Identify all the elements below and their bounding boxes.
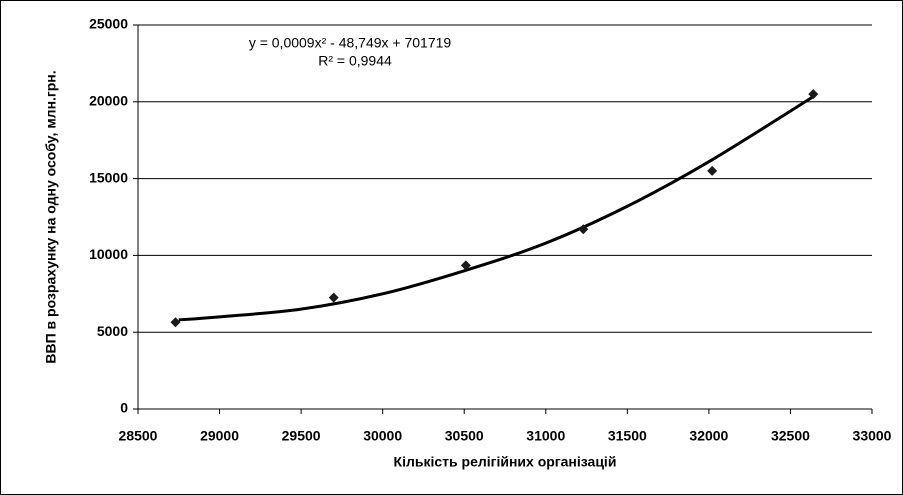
y-tick-label: 10000: [89, 246, 128, 262]
y-tick-label: 0: [120, 400, 128, 416]
point: [328, 292, 339, 303]
x-tick-label: 29500: [282, 428, 321, 444]
x-tick-label: 29000: [200, 428, 239, 444]
trendline: [178, 94, 816, 322]
y-tick-label: 5000: [97, 323, 128, 339]
x-tick-label: 28500: [119, 428, 158, 444]
x-tick-label: 32500: [771, 428, 810, 444]
x-tick-label: 31500: [608, 428, 647, 444]
equation: y = 0,0009x² - 48,749x + 701719: [249, 35, 452, 51]
r-squared: R² = 0,9944: [318, 53, 392, 69]
point: [707, 165, 718, 176]
y-tick-label: 15000: [89, 169, 128, 185]
point: [578, 224, 589, 235]
point: [808, 89, 819, 100]
y-axis-label: ВВП в розрахунку на одну особу, млн.грн.: [43, 70, 59, 363]
x-tick-label: 30500: [445, 428, 484, 444]
y-tick-label: 25000: [89, 16, 128, 32]
x-axis-label: Кількість релігійних організацій: [394, 454, 617, 470]
x-tick-label: 30000: [363, 428, 402, 444]
x-tick-label: 33000: [853, 428, 892, 444]
x-tick-label: 32000: [689, 428, 728, 444]
point: [460, 260, 471, 271]
y-tick-label: 20000: [89, 93, 128, 109]
point: [170, 317, 181, 328]
x-tick-label: 31000: [526, 428, 565, 444]
